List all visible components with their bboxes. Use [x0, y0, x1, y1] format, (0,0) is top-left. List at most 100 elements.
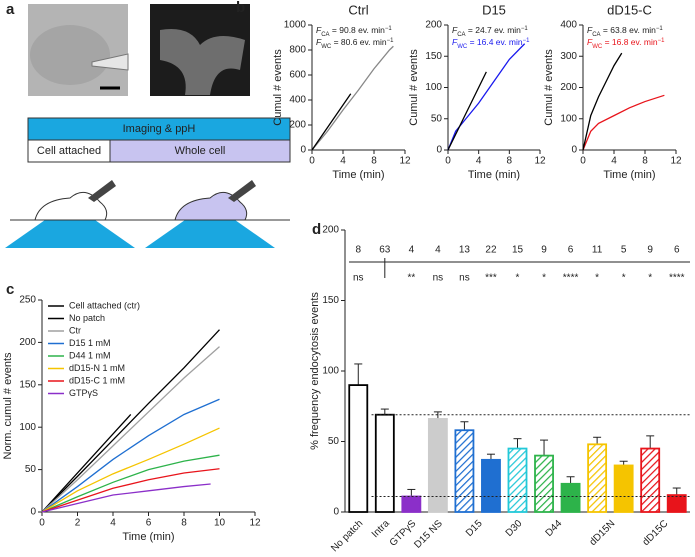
x-tick-label: 0	[309, 156, 315, 167]
legend-label: dD15-N 1 mM	[69, 363, 125, 373]
legend-label: dD15-C 1 mM	[69, 375, 125, 385]
y-axis-label: Cumul # events	[408, 49, 420, 126]
count-label: 13	[459, 245, 471, 256]
count-label: 6	[674, 245, 680, 256]
annotation: FCA = 63.8 ev. min−1	[587, 25, 663, 37]
annotation-superscript: −1	[521, 26, 529, 32]
series-line	[41, 398, 220, 513]
annotation-symbol: F	[316, 37, 322, 47]
x-axis-label: Time (min)	[122, 531, 174, 543]
bar	[640, 447, 661, 513]
significance-label: *	[542, 273, 546, 284]
count-label: 15	[512, 245, 524, 256]
x-tick-label: dD15N	[588, 518, 618, 548]
y-tick-label: 800	[289, 45, 306, 56]
y-tick-label: 300	[560, 51, 577, 62]
y-tick-label: 400	[560, 20, 577, 31]
significance-label: *	[622, 273, 626, 284]
y-tick-label: 0	[30, 507, 36, 518]
x-tick-label: 4	[340, 156, 346, 167]
annotation: FCA = 24.7 ev. min−1	[452, 25, 528, 37]
y-tick-label: 150	[425, 51, 442, 62]
annotation-subscript: CA	[321, 32, 329, 38]
series-line	[447, 43, 526, 151]
diagram-label: Whole cell	[175, 145, 226, 157]
count-label: 9	[647, 245, 653, 256]
y-tick-label: 0	[333, 507, 339, 518]
annotation-text: = 16.4 ev. min	[467, 37, 523, 47]
y-tick-label: 100	[425, 82, 442, 93]
y-tick-label: 50	[328, 436, 340, 447]
panel-label: b	[236, 0, 245, 16]
cell-shape	[30, 25, 110, 85]
x-tick-label: D44	[544, 518, 565, 539]
x-tick-label: 0	[39, 518, 45, 529]
series-line	[41, 454, 220, 513]
y-tick-label: 150	[19, 379, 36, 390]
count-label: 9	[541, 245, 547, 256]
x-tick-label: D30	[504, 518, 525, 539]
significance-label: **	[407, 273, 415, 284]
bar	[348, 384, 369, 513]
annotation: FWC = 16.4 ev. min−1	[452, 37, 530, 49]
x-tick-label: 12	[534, 156, 546, 167]
series-line	[41, 329, 220, 513]
y-tick-label: 50	[25, 464, 37, 475]
x-tick-label: dD15C	[641, 518, 671, 548]
y-tick-label: 100	[322, 366, 339, 377]
chart-title: dD15-C	[607, 2, 652, 17]
y-tick-label: 600	[289, 70, 306, 81]
bar	[454, 429, 475, 513]
annotation-symbol: F	[452, 37, 458, 47]
significance-label: ns	[433, 273, 444, 284]
series-line	[41, 427, 220, 513]
series-line	[41, 346, 220, 513]
x-tick-label: Intra	[370, 518, 392, 540]
series-line	[311, 93, 352, 151]
count-label: 22	[485, 245, 497, 256]
bar	[507, 447, 528, 513]
x-tick-label: D15	[464, 518, 485, 539]
bar	[666, 494, 687, 513]
y-tick-label: 50	[431, 113, 443, 124]
annotation: FWC = 16.8 ev. min−1	[587, 37, 665, 49]
bar	[374, 413, 395, 513]
y-tick-label: 100	[19, 422, 36, 433]
x-tick-label: 8	[181, 518, 187, 529]
legend-label: GTPγS	[69, 388, 98, 398]
whole-cell-box	[109, 139, 291, 163]
annotation-text: = 16.8 ev. min	[602, 37, 658, 47]
chart-title: D15	[482, 2, 506, 17]
x-axis-label: Time (min)	[468, 169, 520, 181]
annotation-text: = 80.6 ev. min	[331, 37, 387, 47]
annotation-symbol: F	[587, 37, 593, 47]
y-tick-label: 200	[425, 20, 442, 31]
series-line	[41, 483, 211, 513]
legend-label: No patch	[69, 313, 105, 323]
y-tick-label: 200	[289, 120, 306, 131]
count-label: 63	[379, 245, 391, 256]
annotation-superscript: −1	[656, 26, 664, 32]
x-tick-label: No patch	[329, 518, 365, 554]
annotation-subscript: CA	[592, 32, 600, 38]
diagram-label: Cell attached	[37, 145, 101, 157]
x-tick-label: 12	[399, 156, 411, 167]
x-tick-label: 8	[371, 156, 377, 167]
y-tick-label: 200	[560, 82, 577, 93]
annotation-text: = 24.7 ev. min	[466, 25, 522, 35]
x-tick-label: 8	[507, 156, 513, 167]
significance-label: ns	[459, 273, 470, 284]
x-tick-label: 6	[146, 518, 152, 529]
y-tick-label: 400	[289, 95, 306, 106]
annotation-symbol: F	[587, 25, 593, 35]
cell-diagram	[5, 180, 290, 248]
x-tick-label: 4	[611, 156, 617, 167]
x-tick-label: D15 NS	[412, 518, 445, 551]
x-tick-label: 12	[670, 156, 682, 167]
annotation-superscript: −1	[387, 38, 395, 44]
significance-label: *	[595, 273, 599, 284]
x-tick-label: 4	[476, 156, 482, 167]
count-label: 5	[621, 245, 627, 256]
bar	[560, 482, 581, 513]
